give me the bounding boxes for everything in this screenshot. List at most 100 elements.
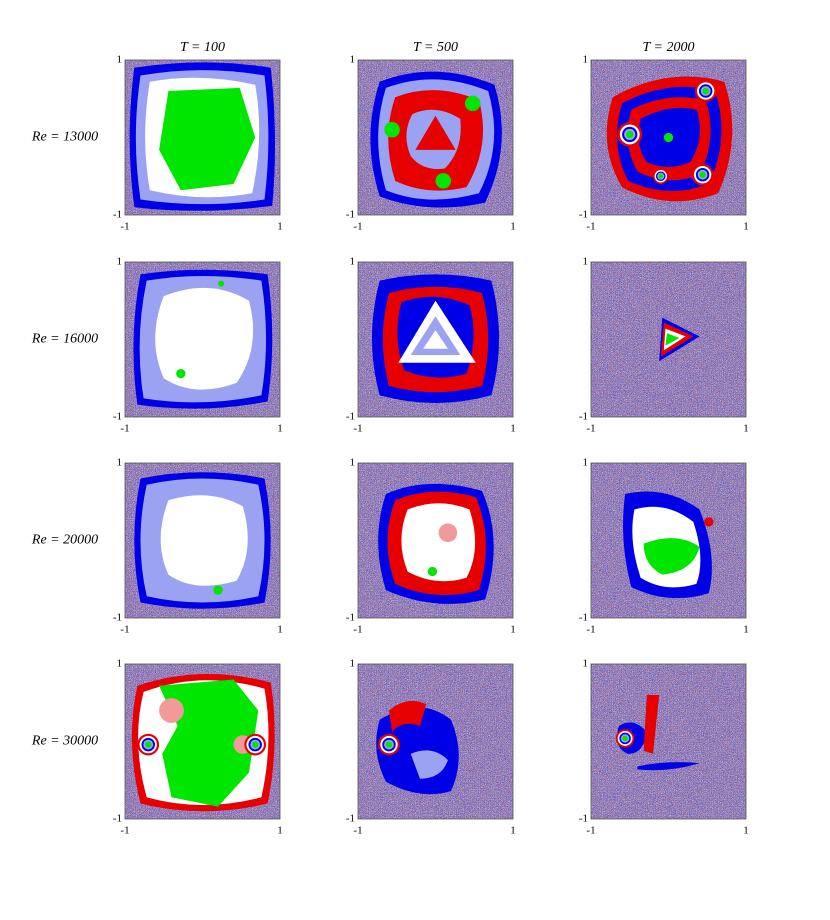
x-tick-label: -1 xyxy=(353,423,362,435)
island-ring xyxy=(699,171,706,178)
structure xyxy=(606,76,733,202)
y-tick-label: 1 xyxy=(350,54,356,66)
column-title: T = 500 xyxy=(413,40,458,55)
y-tick-label: -1 xyxy=(346,209,355,221)
y-tick-label: 1 xyxy=(350,658,356,670)
panel-frame xyxy=(124,261,281,418)
panel-frame xyxy=(590,261,747,418)
x-tick-label: -1 xyxy=(586,423,595,435)
island xyxy=(464,95,481,112)
island xyxy=(218,280,225,287)
structure xyxy=(134,472,271,609)
y-tick-label: -1 xyxy=(346,411,355,423)
panel-frame xyxy=(357,261,514,418)
structure xyxy=(131,674,275,812)
x-tick-label: 1 xyxy=(277,221,283,233)
panel-frame xyxy=(124,59,281,216)
y-tick-label: -1 xyxy=(113,612,122,624)
y-tick-label: 1 xyxy=(117,256,123,268)
y-tick-label: 1 xyxy=(117,658,123,670)
x-tick-label: 1 xyxy=(743,624,749,636)
island-ring xyxy=(144,741,152,748)
panel xyxy=(357,663,514,820)
y-tick-label: -1 xyxy=(579,612,588,624)
y-tick-label: 1 xyxy=(583,457,589,469)
y-tick-label: 1 xyxy=(350,457,356,469)
island xyxy=(435,173,451,189)
panel xyxy=(124,663,281,820)
island-ring xyxy=(385,741,393,748)
structure xyxy=(370,71,502,208)
y-tick-label: -1 xyxy=(113,813,122,825)
y-tick-label: 1 xyxy=(117,457,123,469)
region xyxy=(637,762,700,771)
structure xyxy=(129,62,276,211)
x-tick-label: -1 xyxy=(353,624,362,636)
structure xyxy=(378,483,494,604)
y-tick-label: -1 xyxy=(579,813,588,825)
y-tick-label: 1 xyxy=(583,54,589,66)
panel-frame xyxy=(357,462,514,619)
region xyxy=(159,87,256,191)
y-tick-label: -1 xyxy=(113,411,122,423)
structure xyxy=(371,274,500,404)
column-title: T = 2000 xyxy=(643,40,695,55)
row-label: Re = 16000 xyxy=(31,332,98,347)
island-ring xyxy=(251,741,259,748)
x-tick-label: -1 xyxy=(120,423,129,435)
row-label: Re = 30000 xyxy=(31,734,98,749)
island xyxy=(384,122,400,138)
x-tick-label: 1 xyxy=(510,423,516,435)
x-tick-label: -1 xyxy=(586,221,595,233)
panel-frame xyxy=(357,663,514,820)
panel-frame xyxy=(124,663,281,820)
island xyxy=(663,132,674,143)
panel-frame xyxy=(124,462,281,619)
y-tick-label: 1 xyxy=(583,658,589,670)
panel xyxy=(124,462,281,619)
island xyxy=(159,698,184,723)
x-tick-label: 1 xyxy=(277,624,283,636)
x-tick-label: -1 xyxy=(120,624,129,636)
structure xyxy=(133,269,273,409)
x-tick-label: 1 xyxy=(277,825,283,837)
island-ring xyxy=(658,173,664,179)
row-label: Re = 13000 xyxy=(31,130,98,145)
island xyxy=(176,368,186,379)
island xyxy=(213,585,223,595)
panel xyxy=(357,261,514,418)
region xyxy=(410,750,448,779)
x-tick-label: 1 xyxy=(510,221,516,233)
island xyxy=(704,517,714,527)
y-tick-label: 1 xyxy=(350,256,356,268)
x-tick-label: -1 xyxy=(586,825,595,837)
region xyxy=(643,538,700,575)
x-tick-label: 1 xyxy=(743,423,749,435)
column-title: T = 100 xyxy=(180,40,225,55)
x-tick-label: 1 xyxy=(743,825,749,837)
noise-white xyxy=(591,664,746,819)
panel-frame xyxy=(590,59,747,216)
panel xyxy=(124,261,281,418)
panel xyxy=(357,59,514,216)
panel xyxy=(590,261,747,418)
x-tick-label: 1 xyxy=(277,423,283,435)
x-tick-label: 1 xyxy=(743,221,749,233)
region xyxy=(389,700,427,733)
region xyxy=(401,503,476,582)
y-tick-label: -1 xyxy=(579,209,588,221)
panel-frame xyxy=(590,462,747,619)
x-tick-label: -1 xyxy=(353,221,362,233)
y-tick-label: -1 xyxy=(113,209,122,221)
row-label: Re = 20000 xyxy=(31,533,98,548)
y-tick-label: 1 xyxy=(583,256,589,268)
x-tick-label: -1 xyxy=(353,825,362,837)
panel xyxy=(590,462,747,619)
x-tick-label: -1 xyxy=(120,825,129,837)
region xyxy=(665,333,680,346)
panel xyxy=(590,59,747,216)
region xyxy=(159,679,259,807)
x-tick-label: -1 xyxy=(120,221,129,233)
island xyxy=(438,523,458,543)
